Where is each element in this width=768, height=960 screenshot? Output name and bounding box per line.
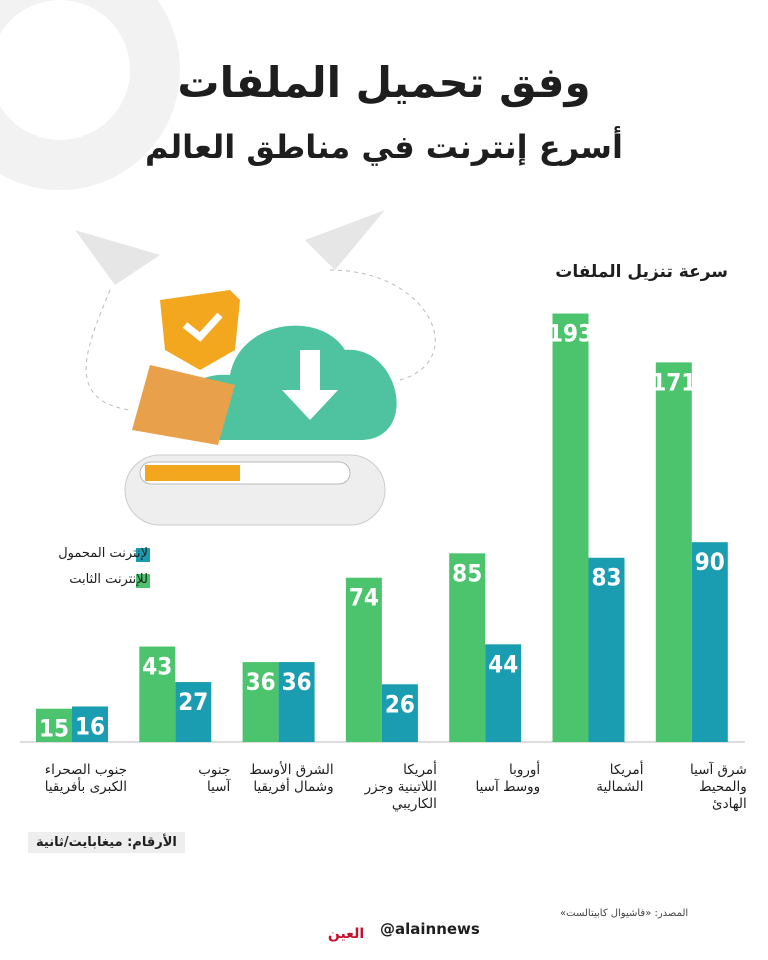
- bar: [242, 662, 279, 742]
- handle: @alainnews: [380, 920, 480, 938]
- value-label: 85: [452, 559, 482, 587]
- category-label: جنوب الصحراء الكبرى بأفريقيا: [44, 762, 127, 795]
- category-label: أمريكا اللاتينية وجزر الكاريبي: [364, 762, 437, 812]
- value-label: 36: [282, 668, 312, 696]
- value-label: 27: [178, 688, 208, 716]
- bar: [485, 644, 522, 742]
- value-label: 43: [142, 653, 172, 681]
- value-label: 74: [349, 584, 379, 612]
- legend-label: للإنترنت الثابت: [69, 572, 148, 587]
- value-label: 83: [591, 564, 621, 592]
- legend-label: لإنترنت المحمول: [58, 546, 148, 561]
- legend-swatch: [136, 574, 150, 588]
- value-label: 15: [39, 715, 69, 743]
- category-label: أمريكا الشمالية: [596, 762, 644, 795]
- bar: [655, 362, 692, 742]
- title: وفق تحميل الملفات: [177, 58, 591, 107]
- bar: [345, 577, 382, 742]
- illustration: [75, 210, 436, 526]
- value-label: 36: [246, 668, 276, 696]
- bar: [381, 684, 418, 742]
- category-label: جنوب آسيا: [198, 762, 231, 795]
- bar: [691, 542, 728, 742]
- value-label: 193: [548, 320, 593, 348]
- bar: [72, 706, 108, 742]
- bar: [139, 646, 176, 742]
- bar: [175, 682, 212, 742]
- value-label: 171: [651, 368, 696, 396]
- legend-swatch: [136, 548, 150, 562]
- unit-note: الأرقام: ميغابايت/ثانية: [28, 832, 185, 853]
- category-label: شرق آسيا والمحيط الهادئ: [690, 762, 747, 812]
- value-label: 90: [695, 548, 725, 576]
- category-label: الشرق الأوسط وشمال أفريقيا: [249, 762, 334, 795]
- source: المصدر: «فاشيوال كابيتالست»: [560, 908, 689, 919]
- value-label: 26: [385, 690, 415, 718]
- bar: [278, 662, 315, 742]
- chart-title: سرعة تنزيل الملفات: [555, 262, 728, 282]
- logo-watermark: [0, 0, 130, 140]
- value-label: 44: [488, 650, 518, 678]
- subtitle: أسرع إنترنت في مناطق العالم: [145, 128, 623, 166]
- bar: [449, 553, 486, 742]
- bar: [552, 313, 589, 742]
- value-label: 16: [75, 712, 105, 740]
- bar: [588, 557, 625, 742]
- logo: العين: [327, 926, 365, 942]
- bar: [36, 708, 72, 742]
- category-label: أوروبا ووسط آسيا: [475, 762, 541, 795]
